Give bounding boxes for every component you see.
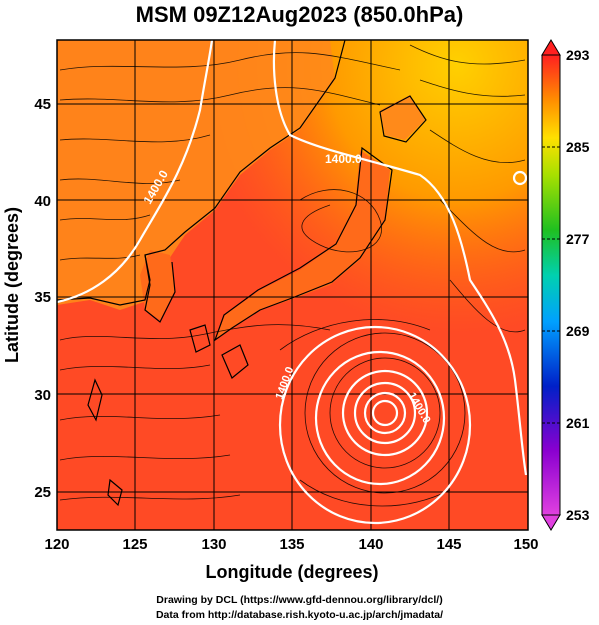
contour-label: 1400.0: [325, 152, 362, 166]
colorbar-tick: 285: [566, 139, 590, 155]
y-axis-label: Latitude (degrees): [2, 207, 22, 363]
colorbar-top-arrow: [541, 39, 561, 56]
x-axis-ticks: 120 125 130 135 140 145 150: [44, 536, 538, 553]
x-tick-label: 130: [201, 536, 226, 553]
temperature-field: 1400.0 1400.0 1400.0 1400.0: [57, 40, 528, 530]
colorbar-tick: 277: [566, 231, 590, 247]
y-tick-label: 45: [34, 96, 51, 113]
height-contours: [57, 40, 528, 525]
colorbar-tick: 253: [566, 507, 590, 523]
land-korea: [140, 250, 175, 320]
y-tick-label: 35: [34, 289, 51, 306]
colorbar-tick: 293: [566, 47, 590, 63]
colorbar-tick: 261: [566, 415, 590, 431]
credit-line-2: Data from http://database.rish.kyoto-u.a…: [155, 609, 444, 621]
colorbar-bottom-arrow: [541, 514, 561, 531]
land-continent: [57, 40, 335, 310]
credit-line-1: Drawing by DCL (https://www.gfd-dennou.o…: [156, 594, 443, 606]
x-axis-label: Longitude (degrees): [205, 562, 378, 582]
colorbar: 293 285 277 269 261 253: [541, 39, 590, 531]
land-honshu: [215, 150, 390, 340]
page-title: MSM 09Z12Aug2023 (850.0hPa): [135, 2, 464, 27]
x-tick-label: 140: [358, 536, 383, 553]
y-tick-label: 25: [34, 484, 51, 501]
y-tick-label: 30: [34, 387, 51, 404]
x-tick-label: 135: [279, 536, 304, 553]
x-tick-label: 145: [436, 536, 461, 553]
x-tick-label: 125: [122, 536, 147, 553]
coastlines: [57, 40, 427, 507]
x-tick-label: 120: [44, 536, 69, 553]
lat-lon-grid: [57, 40, 528, 530]
colorbar-scale: [541, 54, 561, 516]
plot-frame: [56, 39, 529, 531]
colorbar-tick: 269: [566, 323, 590, 339]
y-tick-label: 40: [34, 193, 51, 210]
x-tick-label: 150: [513, 536, 538, 553]
y-axis-ticks: 45 40 35 30 25: [34, 96, 51, 501]
